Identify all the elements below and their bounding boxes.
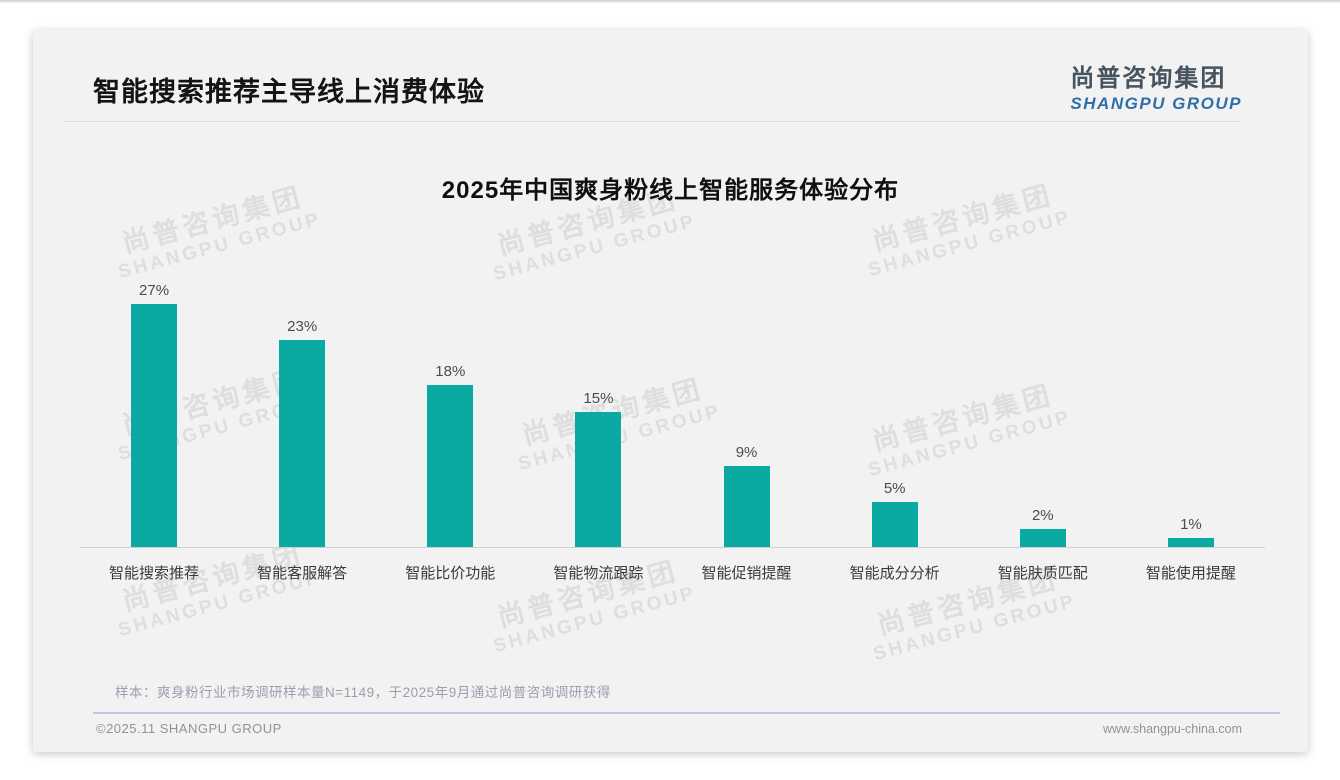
bar	[871, 502, 918, 547]
category-label: 智能成分分析	[849, 565, 940, 582]
category-label: 智能促销提醒	[701, 565, 792, 582]
header-divider	[63, 121, 1240, 122]
bar-value-label: 15%	[583, 390, 614, 407]
category-label: 智能物流跟踪	[553, 565, 644, 582]
bar-value-label: 27%	[139, 282, 170, 299]
bar-value-label: 5%	[883, 480, 906, 497]
footer-copyright: ©2025.11 SHANGPU GROUP	[96, 721, 282, 736]
bar	[723, 466, 770, 547]
footer-url: www.shangpu-china.com	[1103, 722, 1242, 736]
page-top-edge	[0, 0, 1340, 3]
category-label: 智能比价功能	[405, 565, 496, 582]
page-title: 智能搜索推荐主导线上消费体验	[93, 77, 485, 107]
bar	[131, 304, 178, 547]
bar-value-label: 23%	[287, 318, 318, 335]
category-label: 智能搜索推荐	[109, 565, 200, 582]
bar-slot: 9%	[673, 248, 821, 547]
bar-value-label: 2%	[1031, 507, 1054, 524]
bar-slot: 15%	[524, 248, 672, 547]
bar	[575, 412, 622, 547]
bar-value-label: 18%	[435, 363, 466, 380]
bar	[1167, 538, 1214, 547]
category-label: 智能使用提醒	[1145, 565, 1236, 582]
bar-slot: 1%	[1117, 248, 1265, 547]
bar-slot: 5%	[821, 248, 969, 547]
footer-divider	[93, 712, 1280, 714]
sample-note: 样本：爽身粉行业市场调研样本量N=1149，于2025年9月通过尚普咨询调研获得	[115, 685, 611, 700]
company-logo: 尚普咨询集团 SHANGPU GROUP	[1070, 58, 1242, 114]
category-label: 智能客服解答	[257, 565, 348, 582]
bar-chart-categories: 智能搜索推荐 智能客服解答 智能比价功能 智能物流跟踪 智能促销提醒 智能成分分析 智能肤质…	[80, 549, 1265, 583]
bar	[279, 340, 326, 547]
bar	[1019, 529, 1066, 547]
bar-slot: 2%	[969, 248, 1117, 547]
bar-slot: 18%	[376, 248, 524, 547]
bar-value-label: 9%	[735, 444, 758, 461]
bar-chart-plot: 27% 23% 18% 15% 9% 5% 2% 1%	[80, 248, 1265, 548]
bar-slot: 27%	[80, 248, 228, 547]
logo-en-text: SHANGPU GROUP	[1070, 94, 1242, 113]
bar-value-label: 1%	[1180, 516, 1202, 533]
logo-cn-text: 尚普咨询集团	[1070, 65, 1227, 92]
slide-card: 尚普咨询集团 SHANGPU GROUP 尚普咨询集团 SHANGPU GROUP 尚普…	[33, 30, 1308, 752]
category-label: 智能肤质匹配	[997, 565, 1088, 582]
chart-title: 2025年中国爽身粉线上智能服务体验分布	[441, 177, 900, 204]
bar	[427, 385, 474, 547]
bar-slot: 23%	[228, 248, 376, 547]
